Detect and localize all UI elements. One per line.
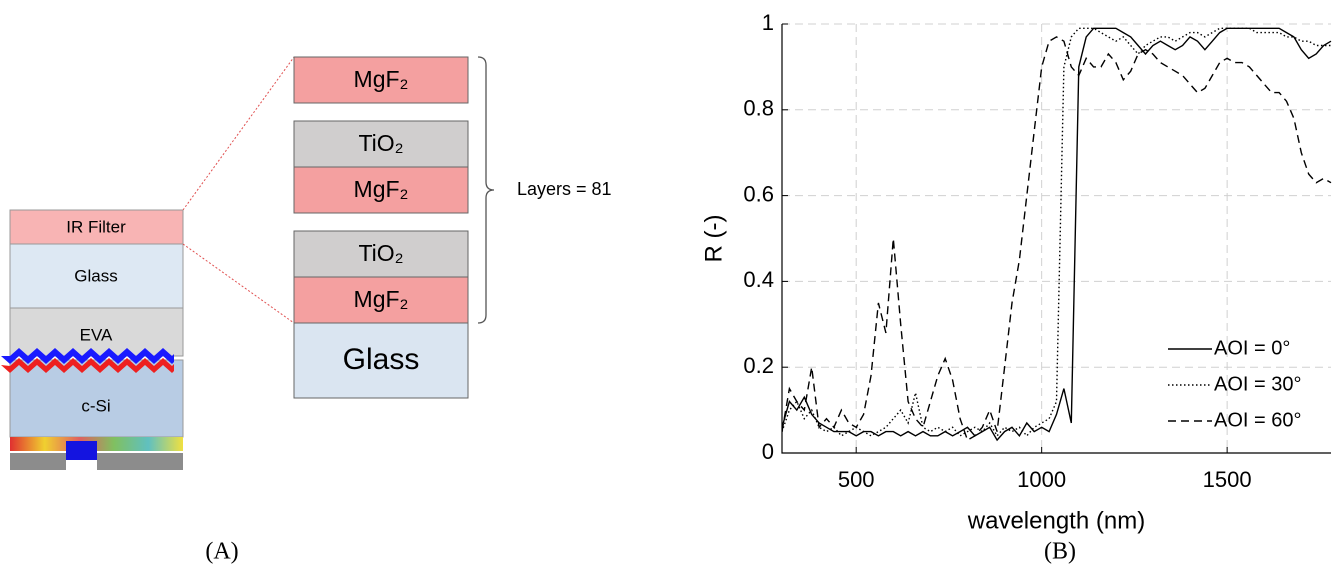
y-tick-label: 0.4 <box>743 267 774 292</box>
cell-layer-label: IR Filter <box>66 217 126 236</box>
glass-layer <box>9 243 184 309</box>
contact-center <box>66 441 97 460</box>
y-tick-label: 0.2 <box>743 353 774 378</box>
cell-stack: IR Filter Glass EVA c-Si <box>1 209 184 470</box>
cell-layer-label: Glass <box>74 266 117 285</box>
series-line <box>782 27 1331 437</box>
legend-label: AOI = 0° <box>1214 337 1290 359</box>
filter-layer-label: TiO₂ <box>358 130 403 156</box>
mgf2-layer <box>293 166 469 214</box>
x-tick-label: 1000 <box>1017 467 1066 492</box>
panel-label: (A) <box>205 539 238 565</box>
ir-filter-layer <box>9 209 184 245</box>
brace-label: Layers = 81 <box>517 179 612 199</box>
y-tick-label: 1 <box>762 10 774 35</box>
filter-layer-label: MgF₂ <box>354 286 409 312</box>
mgf2-layer <box>293 276 469 324</box>
rear-contact <box>10 453 66 470</box>
tio2-layer <box>293 120 469 168</box>
x-axis-label: wavelength (nm) <box>967 507 1145 534</box>
brace <box>477 56 495 324</box>
legend-label: AOI = 60° <box>1214 409 1302 431</box>
panel-label: (B) <box>1044 539 1076 565</box>
axis-frame <box>781 24 1331 454</box>
y-tick-label: 0 <box>762 439 774 464</box>
glass-substrate <box>293 322 469 399</box>
zoom-line <box>182 56 295 211</box>
cell-layer-label: c-Si <box>81 396 110 415</box>
zoom-line <box>182 243 295 324</box>
rear-contact <box>97 453 183 470</box>
filter-layer-label: MgF₂ <box>354 66 409 92</box>
mgf2-layer <box>293 56 469 104</box>
y-axis-label: R (-) <box>700 215 727 263</box>
filter-layer-label: TiO₂ <box>358 240 403 266</box>
y-tick-label: 0.8 <box>743 96 774 121</box>
cell-layer-label: EVA <box>80 325 113 344</box>
texture-red <box>1 358 174 373</box>
series-line <box>782 36 1332 442</box>
x-tick-label: 500 <box>838 467 875 492</box>
plot-area <box>782 27 1332 442</box>
y-tick-label: 0.6 <box>743 181 774 206</box>
filter-layer-label: Glass <box>343 343 420 376</box>
legend-label: AOI = 30° <box>1214 373 1302 395</box>
filter-layer-label: MgF₂ <box>354 176 409 202</box>
series-line <box>782 27 1332 442</box>
texture-blue <box>1 348 174 364</box>
eva-layer <box>9 307 184 357</box>
tio2-layer <box>293 230 469 278</box>
x-tick-label: 1500 <box>1203 467 1252 492</box>
filter-stack: MgF₂ TiO₂ MgF₂ TiO₂ MgF₂ Glass <box>293 56 469 399</box>
